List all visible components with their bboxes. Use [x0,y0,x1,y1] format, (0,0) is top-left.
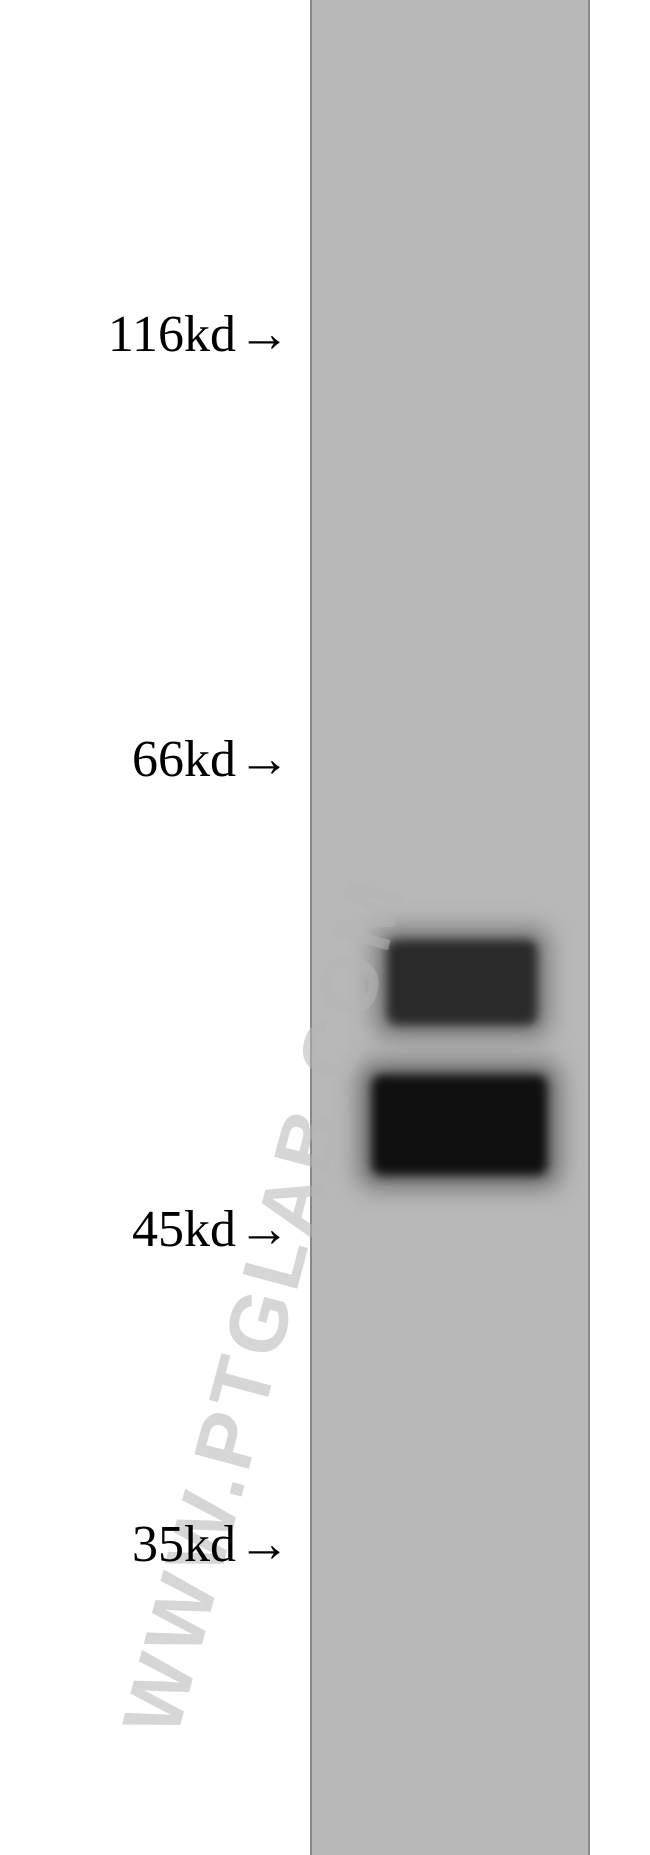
marker-45kd: 45kd→ [132,1200,290,1259]
marker-label-text: 116kd [108,305,236,364]
arrow-icon: → [238,305,290,364]
marker-label-text: 45kd [132,1200,236,1259]
marker-labels-region: 116kd→ 66kd→ 45kd→ 35kd→ [0,0,300,1855]
band-1 [387,940,537,1025]
band-2 [372,1075,547,1175]
arrow-icon: → [238,730,290,789]
blot-container: WWW.PTGLAB.COM 116kd→ 66kd→ 45kd→ 35kd→ [0,0,650,1855]
marker-label-text: 66kd [132,730,236,789]
marker-35kd: 35kd→ [132,1515,290,1574]
marker-116kd: 116kd→ [108,305,290,364]
arrow-icon: → [238,1515,290,1574]
marker-66kd: 66kd→ [132,730,290,789]
arrow-icon: → [238,1200,290,1259]
marker-label-text: 35kd [132,1515,236,1574]
